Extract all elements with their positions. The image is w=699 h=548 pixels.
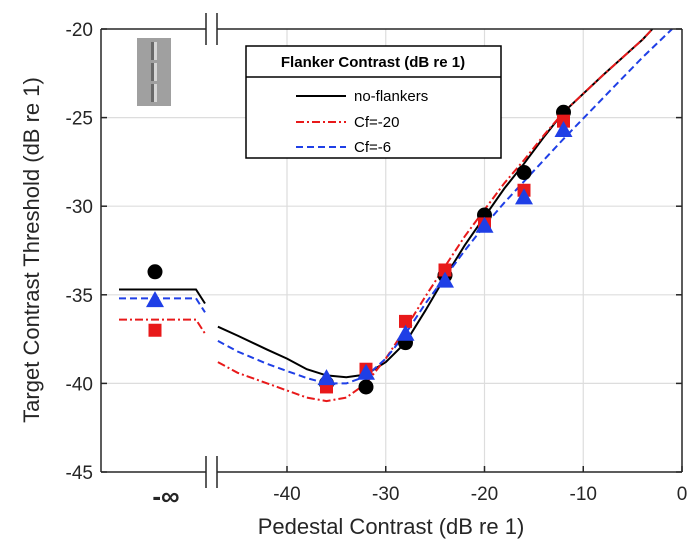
data-point-2-6 — [554, 121, 573, 138]
x-tick-label: 0 — [677, 484, 688, 505]
legend-label-no-flankers: no-flankers — [354, 88, 428, 105]
y-tick-label: -45 — [66, 463, 93, 484]
x-tick-label-neg-inf: -∞ — [152, 481, 179, 511]
y-tick-label: -20 — [66, 20, 93, 41]
x-tick-label: -20 — [471, 484, 498, 505]
curve-2 — [217, 28, 673, 385]
x-tick-label: -40 — [273, 484, 300, 505]
x-tick-label: -30 — [372, 484, 399, 505]
axis-break-gap — [206, 456, 217, 488]
curves — [119, 28, 673, 403]
legend-title: Flanker Contrast (dB re 1) — [281, 54, 465, 71]
curve-neg-inf-2 — [119, 297, 206, 313]
data-point-neg-inf-0 — [147, 264, 163, 280]
data-point-2-0 — [317, 369, 336, 386]
y-tick-label: -25 — [66, 109, 93, 130]
data-point-neg-inf-1 — [148, 323, 162, 337]
x-axis-label: Pedestal Contrast (dB re 1) — [258, 514, 525, 539]
curve-1 — [217, 28, 654, 403]
curve-neg-inf-0 — [119, 288, 206, 305]
data-point-0-1 — [358, 379, 374, 395]
legend-label-cf-6: Cf=-6 — [354, 139, 391, 156]
axis-break-gap — [206, 13, 217, 45]
data-point-0-5 — [516, 165, 532, 181]
legend: Flanker Contrast (dB re 1) no-flankers C… — [245, 45, 502, 159]
curve-neg-inf-1 — [119, 318, 206, 335]
legend-label-cf-20: Cf=-20 — [354, 114, 399, 131]
data-point-2-3 — [436, 271, 454, 288]
x-tick-label: -10 — [570, 484, 597, 505]
data-point-2-4 — [475, 216, 494, 233]
legend-box — [245, 45, 502, 159]
y-tick-label: -35 — [66, 286, 93, 307]
data-point-2-2 — [396, 324, 415, 341]
y-axis-label: Target Contrast Threshold (dB re 1) — [19, 77, 44, 423]
y-tick-label: -30 — [66, 197, 93, 218]
data-point-neg-inf-2 — [146, 291, 164, 308]
data-point-1-3 — [438, 263, 452, 277]
axes: -40 -30 -20 -10 0 -45 -40 -35 -30 -25 -20 — [66, 13, 688, 505]
data-point-2-1 — [357, 363, 375, 380]
y-tick-label: -40 — [66, 374, 93, 395]
markers — [146, 104, 573, 395]
data-point-1-2 — [399, 314, 412, 328]
data-point-2-5 — [515, 188, 533, 205]
stimulus-image — [137, 38, 171, 106]
